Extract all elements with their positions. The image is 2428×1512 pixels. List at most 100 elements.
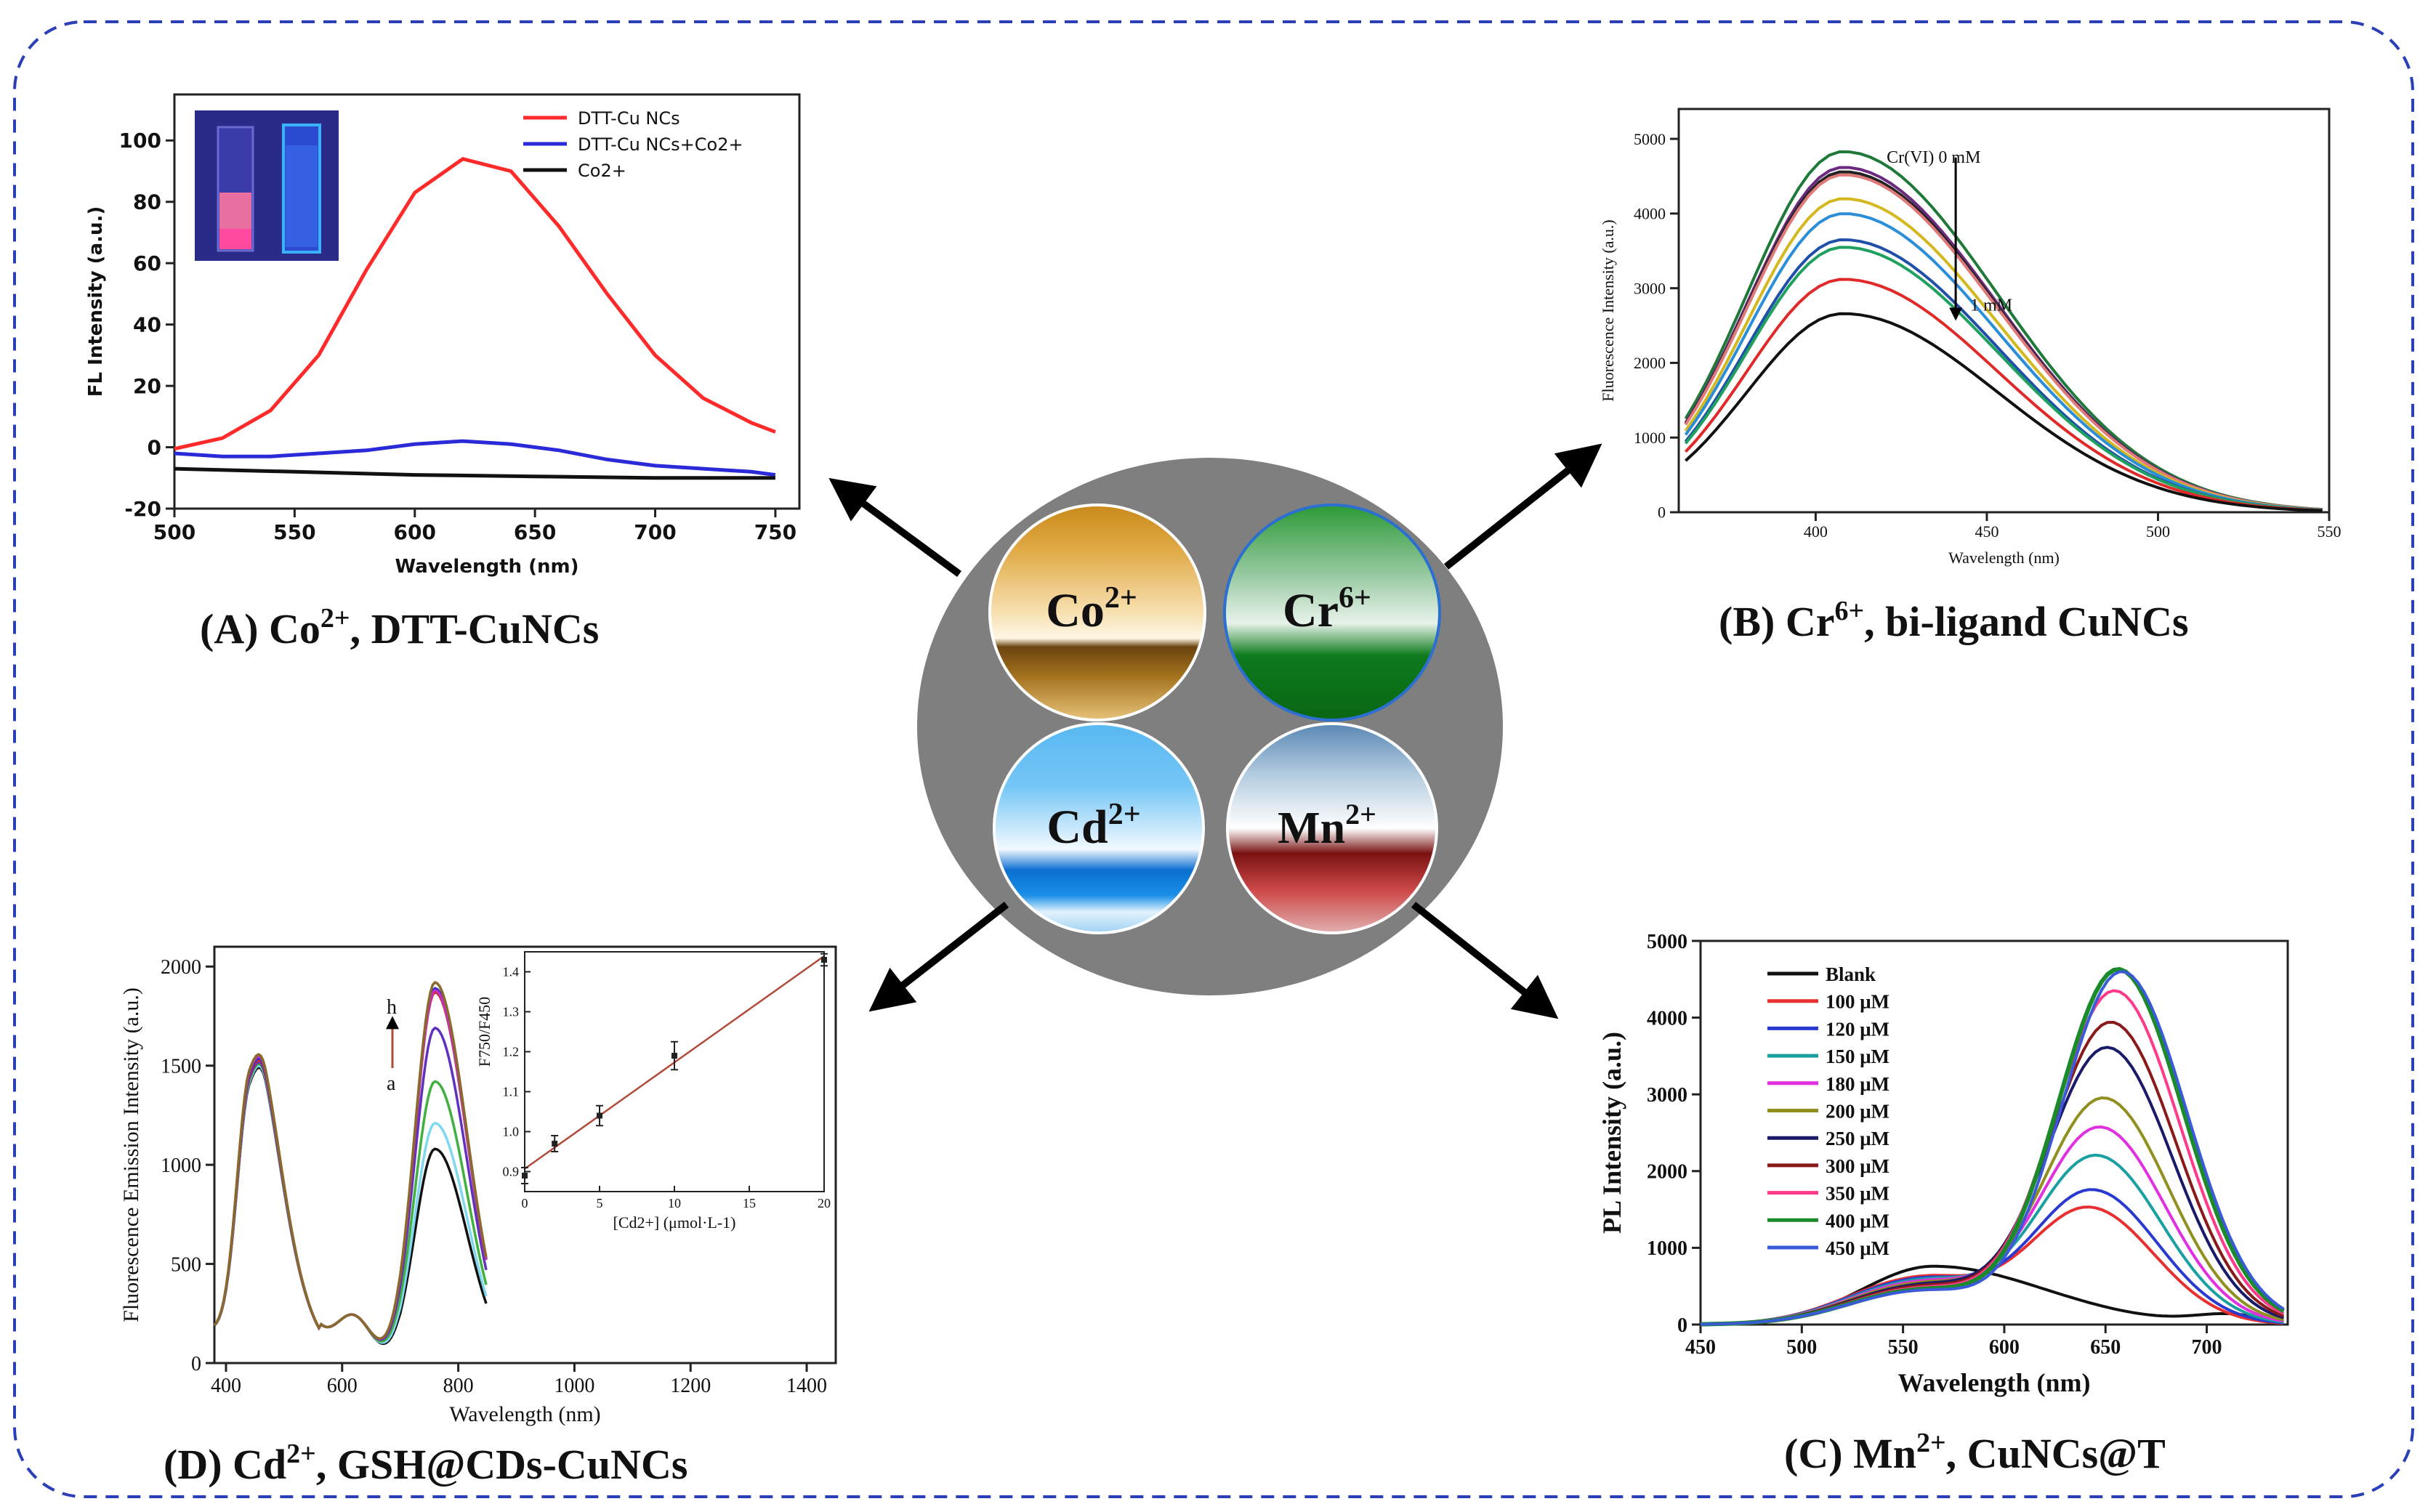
y-axis-label: Fluorescence Intensity (a.u.): [1599, 219, 1617, 401]
legend-label: 100 μM: [1826, 991, 1889, 1013]
x-tick-label: 550: [273, 520, 315, 544]
plot-frame: [213, 945, 837, 1365]
y-tick-label: 40: [133, 312, 161, 336]
series-line: [1685, 312, 2323, 512]
legend-label: 300 μM: [1826, 1155, 1889, 1177]
inset-x-tick-label: 5: [597, 1196, 603, 1210]
series-line: [213, 1064, 488, 1344]
x-tick-label: 550: [1888, 1336, 1919, 1359]
x-tick-label: 400: [1804, 522, 1828, 541]
cuvette-photo: [195, 110, 339, 261]
y-tick-label: 5000: [1634, 130, 1666, 148]
x-tick-label: 400: [211, 1375, 241, 1397]
inset-y-tick-label: 0.9: [503, 1165, 520, 1179]
inset-x-tick-label: 10: [668, 1196, 681, 1210]
bubble-co: [988, 504, 1206, 721]
series-line: [1684, 238, 2323, 512]
dashed-border-frame: [13, 20, 2414, 1498]
arrow-to-panel-a: [828, 477, 961, 578]
series-line: [1700, 1096, 2284, 1326]
series-line: [1700, 970, 2285, 1326]
series-line: [174, 439, 776, 477]
inset-data-point: [522, 1173, 528, 1179]
legend-label: 350 μM: [1826, 1183, 1889, 1205]
series-line: [213, 1026, 488, 1341]
series-line: [174, 466, 775, 480]
plot-frame: [173, 93, 801, 510]
bubble-cr: [1223, 504, 1441, 721]
series-line: [213, 1062, 488, 1343]
y-tick-label: 2000: [1634, 354, 1666, 372]
y-tick-label: 3000: [1647, 1084, 1687, 1107]
ion-label-cr: Cr6+: [1283, 581, 1371, 637]
plot-frame: [1677, 108, 2331, 514]
series-line: [1700, 1153, 2284, 1326]
annotation-top: h: [387, 996, 397, 1019]
x-tick-label: 1000: [554, 1375, 594, 1397]
y-tick-label: 4000: [1634, 205, 1666, 223]
x-tick-label: 800: [443, 1375, 474, 1397]
x-tick-label: 500: [1786, 1336, 1817, 1359]
legend-label: 180 μM: [1826, 1073, 1889, 1095]
chart-panel-c: 450 500 550 600 650 700 0 1000 2000 3000 4000 5000 W…: [1597, 931, 2289, 1397]
x-axis-label: Wavelength (nm): [1898, 1368, 2091, 1397]
chart-panel-b: 400 450 500 550 0 1000 2000 3000 4000 5000 Wavelen…: [1599, 108, 2342, 567]
legend-label: 450 μM: [1826, 1237, 1889, 1259]
caption-c: (C) Mn2+, CuNCs@T: [1784, 1428, 2166, 1477]
y-tick-label: 2000: [1647, 1161, 1687, 1184]
legend-label: 400 μM: [1826, 1210, 1889, 1232]
series-line: [1684, 246, 2323, 512]
annotation-bottom: 1 mM: [1970, 296, 2012, 315]
inset-data-point: [821, 957, 827, 963]
bubble-cd: [993, 722, 1205, 934]
annotation-bottom: a: [387, 1072, 396, 1095]
inset-x-tick-label: 15: [743, 1196, 756, 1210]
arrow-to-panel-b: [1443, 443, 1602, 570]
y-tick-label: 0: [148, 435, 161, 459]
x-tick-label: 500: [2146, 522, 2170, 541]
series-line: [1700, 1046, 2285, 1326]
x-tick-label: 700: [634, 520, 676, 544]
inset-data-point: [671, 1053, 677, 1059]
y-tick-label: 500: [171, 1253, 201, 1276]
inset-data-point: [552, 1141, 558, 1147]
x-tick-label: 750: [754, 520, 796, 544]
y-axis-label: Fluorescence Emission Intensity (a.u.): [119, 987, 143, 1322]
bubble-mn: [1226, 722, 1438, 934]
series-line: [174, 156, 776, 451]
ion-label-cd: Cd2+: [1046, 798, 1140, 854]
plot-frame: [1699, 939, 2289, 1326]
x-axis-label: Wavelength (nm): [1948, 549, 2060, 567]
y-tick-label: 4000: [1647, 1007, 1687, 1030]
series-line: [213, 987, 488, 1341]
chart-panel-d: 400 600 800 1000 1200 1400 0 500 1000 1500 2000 Wav…: [119, 945, 837, 1426]
inset-data-point: [597, 1112, 602, 1119]
caption-a: (A) Co2+, DTT-CuNCs: [200, 603, 599, 652]
arrow-to-panel-d: [868, 902, 1009, 1012]
series-line: [213, 1066, 488, 1346]
y-tick-label: 1000: [161, 1155, 201, 1177]
caption-d: (D) Cd2+, GSH@CDs-CuNCs: [164, 1439, 687, 1488]
inset-y-tick-label: 1.2: [503, 1045, 520, 1059]
y-tick-label: 100: [119, 129, 161, 153]
y-axis-label: PL Intensity (a.u.): [1597, 1032, 1626, 1234]
y-tick-label: 0: [191, 1353, 201, 1375]
inset-y-axis-label: F750/F450: [475, 997, 493, 1067]
inset-y-tick-label: 1.0: [503, 1125, 520, 1139]
inset-x-axis-label: [Cd2+] (μmol·L-1): [613, 1213, 736, 1232]
ion-label-co: Co2+: [1046, 581, 1137, 637]
y-tick-label: 80: [133, 190, 161, 214]
legend-label: Blank: [1826, 963, 1876, 985]
x-tick-label: 600: [394, 520, 436, 544]
legend-label: 150 μM: [1826, 1046, 1889, 1067]
x-tick-label: 450: [1975, 522, 1999, 541]
x-tick-label: 1200: [670, 1375, 711, 1397]
y-tick-label: 3000: [1634, 279, 1666, 297]
x-tick-label: 650: [514, 520, 556, 544]
y-tick-label: 1500: [161, 1056, 201, 1078]
chart-panel-a: 500 550 600 650 700 750 -20 0 20 40 60 80 100 Wavelen…: [85, 93, 801, 578]
series-line: [213, 981, 488, 1340]
y-tick-label: 1000: [1634, 429, 1666, 447]
y-tick-label: 0: [1658, 504, 1666, 522]
